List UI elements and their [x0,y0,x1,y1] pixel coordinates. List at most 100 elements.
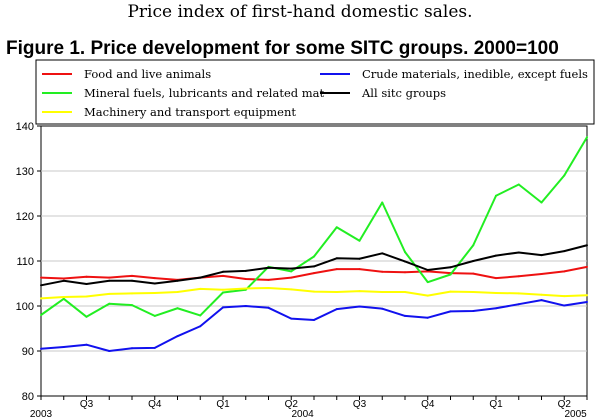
y-tick-label: 120 [16,211,34,223]
data-point [313,318,315,321]
data-point [40,297,42,300]
x-quarter-label: Q4 [148,399,162,410]
data-point [290,288,293,291]
data-point [563,250,566,253]
data-point [153,291,156,294]
data-point [449,266,452,269]
data-point [290,276,293,279]
data-point [176,279,179,282]
x-year-label: 2005 [565,409,588,420]
data-point [244,287,247,290]
legend-label: All sitc groups [361,86,446,100]
data-point [62,296,65,298]
data-point [495,307,497,310]
data-point [40,347,42,350]
data-point [244,269,247,272]
data-point [586,244,588,247]
data-point [313,290,315,293]
data-point [358,305,361,308]
data-point [131,279,133,282]
legend: Food and live animals Mineral fuels, lubr… [35,59,595,125]
x-quarter-label: Q1 [216,399,230,410]
data-point [563,270,566,273]
data-point [426,281,429,284]
data-point [267,287,270,289]
data-point [472,309,475,312]
y-tick-label: 100 [16,301,34,313]
series-lines [40,136,588,352]
data-point [267,278,270,281]
data-point [40,284,42,287]
data-point [222,274,224,277]
data-point [131,304,133,307]
data-point [153,314,156,317]
data-point [199,287,202,290]
data-point [381,270,384,273]
data-point [267,306,270,309]
data-point [540,273,543,276]
axes: 80 90 100 110 120 130 140 Q3 Q4 Q1 Q2 Q3 Q4 Q1 Q2 2003 2… [16,121,588,420]
data-point [472,244,475,247]
y-tick-label: 110 [16,256,34,268]
data-point [586,300,588,303]
data-point [108,279,111,282]
data-point [153,346,156,349]
data-point [313,255,315,258]
data-point [540,201,543,204]
data-point [426,294,429,297]
data-point [108,276,111,279]
data-point [404,291,406,294]
chart-subtitle: Price index of first-hand domestic sales… [127,2,473,22]
legend-label: Crude materials, inedible, except fuels [362,67,588,81]
data-point [495,254,497,257]
data-point [358,290,361,293]
data-point [358,239,361,242]
data-point [404,271,406,274]
data-point [517,183,520,186]
data-point [290,267,293,270]
data-point [472,291,475,294]
y-tick-label: 90 [22,346,34,358]
y-tick-label: 140 [16,121,34,133]
data-point [62,277,65,280]
data-point [153,277,156,280]
data-point [563,304,566,307]
x-quarter-label: Q3 [353,399,367,410]
data-point [426,316,429,319]
data-point [335,291,338,294]
data-point [335,308,338,311]
data-point [358,257,361,260]
data-point [472,260,475,262]
data-point [381,291,384,294]
data-point [153,282,156,285]
data-point [449,273,452,276]
data-point [85,315,88,318]
data-point [381,307,384,310]
data-point [85,275,88,278]
data-point [517,275,520,278]
data-point [381,252,384,255]
legend-label: Machinery and transport equipment [84,105,296,119]
data-point [540,293,543,296]
legend-label: Food and live animals [84,67,211,81]
data-point [404,314,406,317]
data-point [176,291,179,294]
data-point [586,136,588,139]
data-point [540,254,543,257]
data-point [131,292,133,295]
data-point [62,279,65,282]
x-quarter-label: Q4 [421,399,435,410]
data-point [495,291,497,294]
data-point [131,347,133,350]
legend-label: Mineral fuels, lubricants and related ma… [84,86,325,100]
data-point [313,272,315,275]
data-point [131,274,133,277]
data-point [267,266,270,269]
data-point [176,335,179,338]
gridlines [40,125,588,397]
data-point [404,251,406,253]
data-point [517,303,520,306]
data-point [85,343,88,346]
data-point [199,325,202,328]
